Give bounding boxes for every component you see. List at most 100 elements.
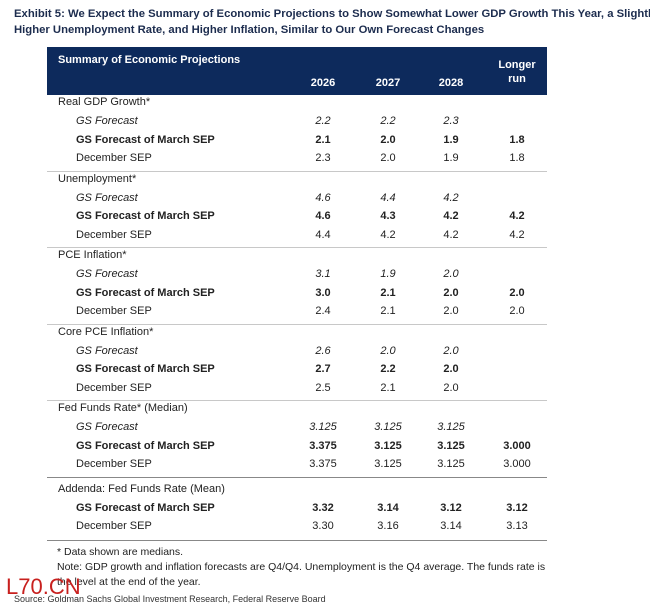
row-label: December SEP [76, 152, 152, 164]
cell-value: 2.0 [443, 363, 459, 375]
section-rule [47, 400, 547, 401]
table-bottom-rule [47, 539, 547, 541]
column-header: 2026 [310, 77, 336, 89]
cell-value: 3.000 [503, 439, 531, 452]
section-rule [47, 323, 547, 325]
cell-value: 4.4 [380, 191, 396, 204]
row-label: GS Forecast [76, 268, 138, 280]
row-label: GS Forecast [76, 115, 138, 127]
cell-value: 3.30 [312, 520, 334, 532]
cell-value: 3.32 [312, 501, 334, 514]
row-label: GS Forecast of March SEP [76, 439, 215, 452]
row-label: December SEP [76, 228, 152, 241]
cell-value: 3.125 [437, 458, 465, 470]
cell-value: 2.5 [315, 381, 331, 394]
section-rule [47, 170, 547, 172]
cell-value: 3.125 [374, 458, 402, 470]
cell-value: 1.9 [380, 268, 396, 280]
row-label: December SEP [76, 305, 152, 317]
row-label: GS Forecast [76, 344, 138, 357]
section-label: Real GDP Growth* [58, 96, 151, 108]
row-label: GS Forecast of March SEP [76, 286, 215, 299]
cell-value: 2.1 [315, 133, 331, 146]
source: Source: Goldman Sachs Global Investment … [14, 594, 326, 604]
cell-value: 2.0 [380, 152, 396, 164]
cell-value: 2.0 [443, 305, 459, 317]
cell-value: 3.12 [506, 501, 528, 514]
cell-value: 2.0 [443, 381, 459, 394]
row-label: December SEP [76, 458, 152, 470]
column-header: 2028 [438, 77, 464, 89]
watermark: L70.CN [6, 574, 81, 599]
cell-value: 2.1 [380, 286, 396, 299]
cell-value: 2.0 [380, 133, 396, 146]
note: * Data shown are medians. [57, 545, 184, 558]
cell-value: 4.3 [380, 210, 396, 222]
cell-value: 3.375 [309, 439, 337, 452]
cell-value: 2.6 [315, 344, 331, 357]
cell-value: 2.2 [380, 115, 396, 127]
cell-value: 2.1 [380, 381, 396, 394]
section-label: Fed Funds Rate* (Median) [58, 402, 188, 414]
cell-value: 2.3 [443, 115, 459, 127]
cell-value: 2.0 [509, 305, 525, 317]
cell-value: 2.4 [315, 305, 331, 317]
section-label: Core PCE Inflation* [58, 325, 154, 338]
column-header: Longer run [498, 59, 536, 85]
cell-value: 1.8 [509, 152, 525, 164]
cell-value: 4.2 [443, 228, 459, 241]
cell-value: 3.1 [315, 268, 331, 280]
section-rule [47, 476, 547, 478]
cell-value: 3.000 [503, 458, 531, 470]
cell-value: 4.6 [315, 210, 331, 222]
section-label: PCE Inflation* [58, 249, 127, 261]
cell-value: 4.4 [315, 228, 331, 241]
column-header: 2027 [375, 77, 401, 89]
cell-value: 2.0 [443, 344, 459, 357]
section-label: Addenda: Fed Funds Rate (Mean) [58, 482, 225, 495]
cell-value: 4.2 [443, 210, 459, 222]
cell-value: 3.125 [374, 439, 402, 452]
note: Note: GDP growth and inflation forecasts… [57, 560, 546, 588]
table-header-band [47, 47, 547, 95]
cell-value: 3.125 [437, 439, 465, 452]
table-header: Summary of Economic Projections [58, 54, 241, 66]
cell-value: 3.125 [309, 421, 337, 433]
cell-value: 3.0 [315, 286, 331, 299]
cell-value: 2.1 [380, 305, 396, 317]
cell-value: 3.375 [309, 458, 337, 470]
cell-value: 2.0 [443, 268, 459, 280]
cell-value: 3.13 [506, 520, 528, 532]
row-label: December SEP [76, 520, 152, 532]
cell-value: 1.9 [443, 133, 459, 146]
cell-value: 2.0 [380, 344, 396, 357]
row-label: GS Forecast of March SEP [76, 501, 215, 514]
row-label: GS Forecast of March SEP [76, 363, 215, 375]
cell-value: 2.7 [315, 363, 331, 375]
cell-value: 1.9 [443, 152, 459, 164]
row-label: GS Forecast [76, 191, 138, 204]
cell-value: 3.12 [440, 501, 462, 514]
cell-value: 2.2 [315, 115, 331, 127]
cell-value: 4.2 [509, 228, 525, 241]
cell-value: 2.2 [380, 363, 396, 375]
cell-value: 3.14 [440, 520, 462, 532]
cell-value: 2.0 [509, 286, 525, 299]
row-label: December SEP [76, 381, 152, 394]
cell-value: 3.125 [374, 421, 402, 433]
title: Higher Unemployment Rate, and Higher Inf… [14, 24, 485, 36]
title: Exhibit 5: We Expect the Summary of Econ… [14, 8, 650, 20]
section-rule [47, 247, 547, 248]
cell-value: 3.14 [377, 501, 399, 514]
cell-value: 2.0 [443, 286, 459, 299]
cell-value: 4.2 [509, 210, 525, 222]
row-label: GS Forecast of March SEP [76, 210, 215, 222]
row-label: GS Forecast [76, 421, 138, 433]
section-label: Unemployment* [58, 172, 137, 185]
row-label: GS Forecast of March SEP [76, 133, 215, 146]
cell-value: 1.8 [509, 133, 525, 146]
cell-value: 4.2 [380, 228, 396, 241]
cell-value: 4.2 [443, 191, 459, 204]
cell-value: 3.16 [377, 520, 399, 532]
